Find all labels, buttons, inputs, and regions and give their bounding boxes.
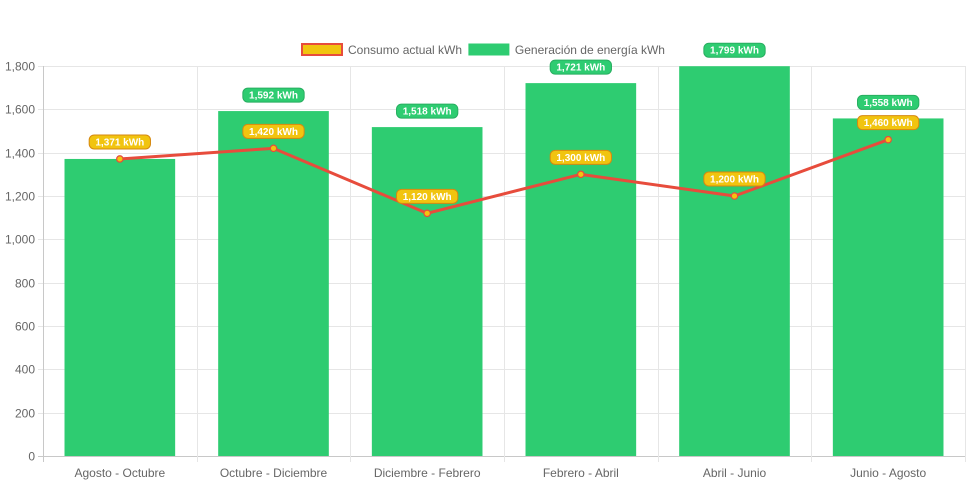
legend-label-consumption[interactable]: Consumo actual kWh: [348, 43, 462, 57]
bar: [218, 111, 329, 457]
line-point: [577, 170, 585, 179]
bar-value-label-bg: [242, 87, 305, 103]
y-tick-label: 400: [15, 363, 35, 377]
x-tick-label: Febrero - Abril: [543, 466, 619, 480]
bar-value-label-bg: [857, 94, 920, 110]
x-tick-label: Agosto - Octubre: [74, 466, 165, 480]
legend-swatch-consumption[interactable]: [301, 43, 343, 56]
grid: [38, 66, 966, 462]
y-tick-label: 600: [15, 320, 35, 334]
data-labels: 1,592 kWh 1,518 kWh 1,721 kWh 1,799 kWh 1,55…: [88, 42, 920, 204]
bar: [371, 127, 483, 456]
x-tick-label: Abril - Junio: [703, 466, 767, 480]
bar: [525, 83, 637, 456]
legend-swatch-generation[interactable]: [468, 43, 510, 56]
line-value-label: 1,200 kWh: [710, 175, 759, 186]
line-value-label-bg: [857, 115, 920, 131]
bar-value-label-bg: [703, 42, 766, 58]
bar-value-label: 1,799 kWh: [710, 46, 759, 57]
line-value-label: 1,371 kWh: [95, 137, 144, 148]
line-series: [116, 135, 892, 218]
y-tick-label: 1,400: [5, 147, 35, 161]
x-tick-label: Octubre - Diciembre: [220, 466, 328, 480]
line-point: [423, 209, 431, 218]
bar-value-label: 1,558 kWh: [864, 98, 913, 109]
line-value-label: 1,300 kWh: [556, 153, 605, 164]
line-value-label-bg: [242, 123, 305, 139]
line-value-label-bg: [396, 188, 459, 204]
line-point: [116, 155, 124, 163]
axes: 0 200 400 600 800 1,000 1,200 1,400 1,600 1,800 Ag…: [5, 60, 927, 481]
bar-value-label: 1,518 kWh: [403, 107, 452, 118]
y-tick-label: 0: [28, 450, 35, 464]
x-tick-label: Diciembre - Febrero: [374, 466, 481, 480]
line-value-label-bg: [703, 171, 766, 187]
line-value-label-bg: [549, 149, 612, 165]
y-tick-label: 200: [15, 407, 35, 421]
legend-label-generation[interactable]: Generación de energía kWh: [515, 43, 665, 57]
bar-value-label-bg: [549, 59, 612, 75]
y-tick-label: 1,200: [5, 190, 35, 204]
legend: Consumo actual kWh Generación de energía …: [301, 43, 665, 57]
y-tick-label: 1,600: [5, 103, 35, 117]
line-value-label-bg: [88, 134, 151, 150]
bar-value-label-bg: [396, 103, 459, 119]
y-tick-label: 1,800: [5, 60, 35, 74]
bar: [832, 118, 944, 456]
line-point: [884, 135, 892, 144]
y-tick-label: 1,000: [5, 233, 35, 247]
bar-value-label: 1,721 kWh: [556, 63, 605, 74]
bar-value-label: 1,592 kWh: [249, 91, 298, 102]
x-tick-label: Junio - Agosto: [850, 466, 926, 480]
line-point: [730, 192, 739, 200]
consumption-line: [119, 138, 889, 215]
y-tick-label: 800: [15, 277, 35, 291]
bar: [64, 158, 176, 456]
line-value-label: 1,460 kWh: [864, 118, 913, 129]
line-value-label: 1,420 kWh: [249, 127, 298, 138]
bars: [64, 66, 944, 457]
line-value-label: 1,120 kWh: [403, 192, 452, 203]
bar: [679, 66, 790, 456]
line-point: [269, 144, 278, 153]
